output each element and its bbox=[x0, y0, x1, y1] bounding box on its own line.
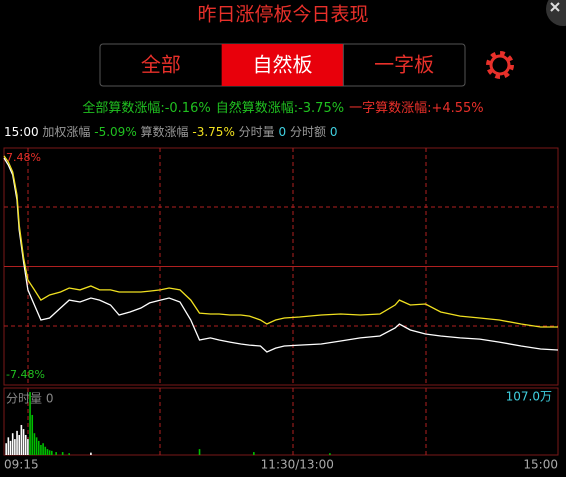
x-tick-label: 09:15 bbox=[4, 458, 39, 472]
volume-bar bbox=[5, 443, 7, 455]
volume-bar bbox=[68, 453, 70, 455]
volume-bar bbox=[31, 414, 34, 455]
title: 昨日涨停板今日表现 bbox=[197, 4, 368, 26]
volume-bar bbox=[48, 450, 51, 455]
volume-bar bbox=[18, 434, 21, 455]
gear-ring bbox=[489, 54, 511, 76]
volume-bar bbox=[50, 450, 53, 455]
volume-bar bbox=[22, 429, 25, 455]
tab[interactable]: 全部 bbox=[141, 53, 181, 77]
volume-frame bbox=[3, 387, 559, 456]
volume-bar bbox=[35, 437, 38, 455]
tab[interactable]: 一字板 bbox=[342, 44, 434, 86]
volume-bar bbox=[7, 437, 10, 455]
info-line: 15:00 加权涨幅 -5.09% 算数涨幅 -3.75% 分时量 0 分时额 … bbox=[4, 124, 337, 139]
volume-bar bbox=[42, 443, 44, 455]
volume-bar bbox=[27, 439, 29, 455]
volume-bar bbox=[20, 424, 23, 455]
settings-button[interactable] bbox=[486, 51, 514, 79]
volume-max-label: 107.0万 bbox=[506, 390, 552, 404]
info-label: 算数涨幅 bbox=[141, 124, 189, 139]
y-tick-label: 7.48% bbox=[6, 151, 41, 164]
volume-bar bbox=[9, 440, 12, 455]
info-value: -3.75% bbox=[192, 125, 234, 139]
close-icon bbox=[550, 2, 560, 12]
volume-bar bbox=[329, 453, 331, 455]
tab-label: 一字板 bbox=[374, 53, 434, 77]
info-value: -5.09% bbox=[94, 125, 136, 139]
volume-bar bbox=[40, 444, 42, 455]
summary-item: 自然算数涨幅:-3.75% bbox=[216, 100, 344, 116]
x-tick-label: 11:30/13:00 bbox=[261, 458, 334, 472]
info-label: 分时额 bbox=[290, 125, 326, 139]
volume-bar bbox=[253, 452, 255, 455]
close-circle bbox=[546, 0, 566, 26]
price-line bbox=[3, 157, 559, 353]
info-time: 15:00 bbox=[4, 125, 39, 139]
volume-bar bbox=[16, 430, 18, 455]
summary-line: 全部算数涨幅:-0.16% 自然算数涨幅:-3.75% 一字算数涨幅:+4.55% bbox=[82, 100, 483, 116]
volume-bar bbox=[29, 392, 31, 455]
volume-bar bbox=[24, 434, 27, 455]
volume-bar bbox=[46, 449, 49, 455]
volume-bar bbox=[11, 433, 14, 455]
volume-bar bbox=[33, 433, 36, 455]
volume-bar bbox=[44, 446, 47, 455]
volume-bar bbox=[14, 439, 16, 455]
info-value: 0 bbox=[330, 125, 338, 139]
price-line bbox=[3, 155, 558, 328]
tab[interactable]: 自然板 bbox=[221, 44, 344, 86]
x-tick-label: 15:00 bbox=[523, 458, 558, 472]
chart-grid bbox=[3, 147, 559, 456]
volume-bar bbox=[198, 449, 201, 455]
tab-label: 全部 bbox=[141, 53, 181, 77]
summary-item: 一字算数涨幅:+4.55% bbox=[349, 101, 484, 116]
close-button[interactable] bbox=[546, 0, 566, 26]
tab-selected-bg bbox=[221, 44, 344, 86]
volume-bar bbox=[37, 440, 40, 455]
info-label: 加权涨幅 bbox=[42, 124, 90, 139]
gear-teeth bbox=[486, 51, 514, 79]
info-value: 0 bbox=[279, 125, 287, 139]
volume-bar bbox=[55, 452, 57, 455]
volume-bar bbox=[90, 452, 92, 455]
info-label: 分时量 bbox=[239, 125, 275, 139]
tab-bar: 全部 自然板 一字板 bbox=[99, 43, 466, 87]
volume-bar bbox=[61, 452, 64, 455]
tab-label: 自然板 bbox=[253, 53, 313, 77]
summary-item: 全部算数涨幅:-0.16% bbox=[82, 100, 210, 116]
y-tick-label: -7.48% bbox=[6, 368, 45, 381]
